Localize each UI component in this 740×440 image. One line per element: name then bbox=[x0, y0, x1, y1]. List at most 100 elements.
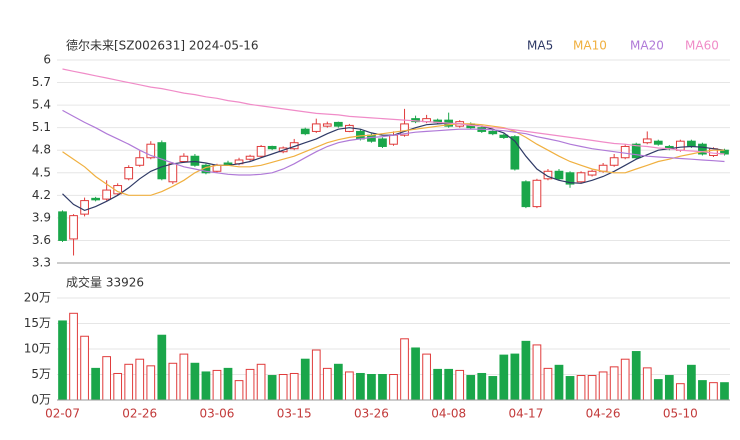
y-tick-label: 3.9 bbox=[32, 210, 51, 224]
candle-body bbox=[653, 140, 663, 145]
y-tick-label: 20万 bbox=[24, 291, 51, 305]
volume-bar bbox=[698, 380, 707, 401]
candle-body bbox=[168, 163, 178, 183]
candle-body bbox=[102, 189, 112, 200]
volume-bar bbox=[444, 368, 454, 401]
ma-line bbox=[62, 123, 725, 196]
ma-line bbox=[62, 109, 725, 176]
volume-bar bbox=[609, 366, 619, 401]
candle-body bbox=[223, 162, 233, 166]
candle-body bbox=[521, 181, 531, 208]
volume-bar bbox=[58, 320, 67, 401]
candle-body bbox=[642, 138, 652, 144]
volume-bar bbox=[311, 349, 321, 401]
legend-label: MA20 bbox=[630, 39, 664, 53]
x-tick-label: 04-26 bbox=[586, 407, 621, 421]
volume-bar bbox=[598, 371, 608, 401]
volume-bar bbox=[532, 344, 542, 401]
volume-bar bbox=[179, 353, 189, 401]
legend-label: MA10 bbox=[573, 39, 607, 53]
volume-bar bbox=[455, 369, 465, 401]
candle-body bbox=[565, 172, 575, 185]
volume-bar bbox=[664, 375, 674, 401]
volume-bar bbox=[190, 362, 200, 401]
volume-bar bbox=[289, 372, 299, 401]
volume-bar bbox=[499, 354, 509, 401]
candle-body bbox=[620, 145, 630, 159]
volume-bar bbox=[411, 347, 420, 401]
x-tick-label: 04-17 bbox=[508, 407, 543, 421]
y-tick-label: 4.2 bbox=[32, 188, 51, 202]
volume-bar bbox=[168, 362, 178, 401]
volume-bar bbox=[620, 358, 630, 401]
y-tick-label: 5.1 bbox=[32, 120, 51, 134]
y-tick-label: 5.4 bbox=[32, 98, 51, 112]
volume-bar bbox=[256, 363, 266, 401]
candle-body bbox=[80, 200, 89, 215]
candle-body bbox=[675, 140, 685, 151]
volume-bar bbox=[389, 374, 398, 401]
candle-body bbox=[124, 167, 134, 180]
volume-bar bbox=[565, 376, 575, 401]
x-tick-label: 05-10 bbox=[663, 407, 698, 421]
x-tick-label: 02-07 bbox=[45, 407, 80, 421]
volume-bar bbox=[146, 365, 156, 401]
volume-bar bbox=[653, 379, 663, 401]
y-tick-label: 15万 bbox=[24, 316, 51, 330]
x-tick-label: 03-26 bbox=[354, 407, 389, 421]
candle-body bbox=[135, 157, 145, 166]
volume-bar bbox=[510, 353, 520, 401]
volume-bar bbox=[223, 367, 233, 401]
volume-bar bbox=[102, 356, 112, 401]
x-tick-label: 03-15 bbox=[277, 407, 312, 421]
candle-body bbox=[300, 128, 310, 135]
candle-body bbox=[532, 179, 542, 208]
volume-bar bbox=[554, 364, 564, 401]
y-tick-label: 0万 bbox=[31, 393, 51, 407]
volume-bar bbox=[234, 380, 244, 401]
candle-body bbox=[587, 170, 597, 176]
y-tick-label: 3.3 bbox=[32, 256, 51, 270]
x-tick-label: 03-06 bbox=[200, 407, 235, 421]
candle-body bbox=[179, 155, 189, 162]
volume-bar bbox=[278, 374, 288, 401]
volume-bar bbox=[631, 351, 641, 401]
candle-body bbox=[510, 136, 520, 170]
volume-bar bbox=[709, 382, 718, 401]
volume-bar bbox=[124, 363, 134, 401]
volume-bar bbox=[675, 383, 685, 401]
candle-body bbox=[190, 155, 200, 166]
volume-title: 成交量 33926 bbox=[66, 275, 144, 290]
volume-bar bbox=[201, 371, 211, 401]
volume-bar bbox=[345, 371, 354, 401]
volume-bar bbox=[576, 375, 586, 401]
candle-body bbox=[543, 170, 553, 180]
volume-bar bbox=[488, 376, 498, 401]
candle-body bbox=[554, 170, 564, 180]
volume-bar bbox=[477, 372, 487, 401]
candle-body bbox=[389, 134, 398, 145]
y-tick-label: 5.7 bbox=[32, 75, 51, 89]
volume-bar bbox=[212, 369, 222, 401]
volume-bar bbox=[466, 375, 476, 401]
candle-body bbox=[69, 215, 78, 240]
candle-body bbox=[322, 123, 332, 127]
volume-bar bbox=[433, 368, 442, 401]
y-tick-label: 4.5 bbox=[32, 165, 51, 179]
y-tick-label: 5万 bbox=[31, 367, 51, 381]
volume-bar bbox=[356, 372, 365, 401]
volume-bar bbox=[687, 364, 696, 401]
candle-body bbox=[245, 155, 255, 160]
volume-bar bbox=[720, 382, 729, 401]
volume-bar bbox=[521, 340, 531, 401]
y-tick-label: 6 bbox=[43, 53, 51, 67]
candle-body bbox=[488, 130, 498, 135]
volume-bar bbox=[135, 358, 145, 401]
volume-bar bbox=[333, 363, 343, 401]
volume-bar bbox=[300, 358, 310, 401]
ma-line bbox=[62, 68, 725, 155]
candle-body bbox=[687, 140, 696, 147]
volume-bar bbox=[367, 374, 376, 401]
volume-bar bbox=[642, 367, 652, 401]
